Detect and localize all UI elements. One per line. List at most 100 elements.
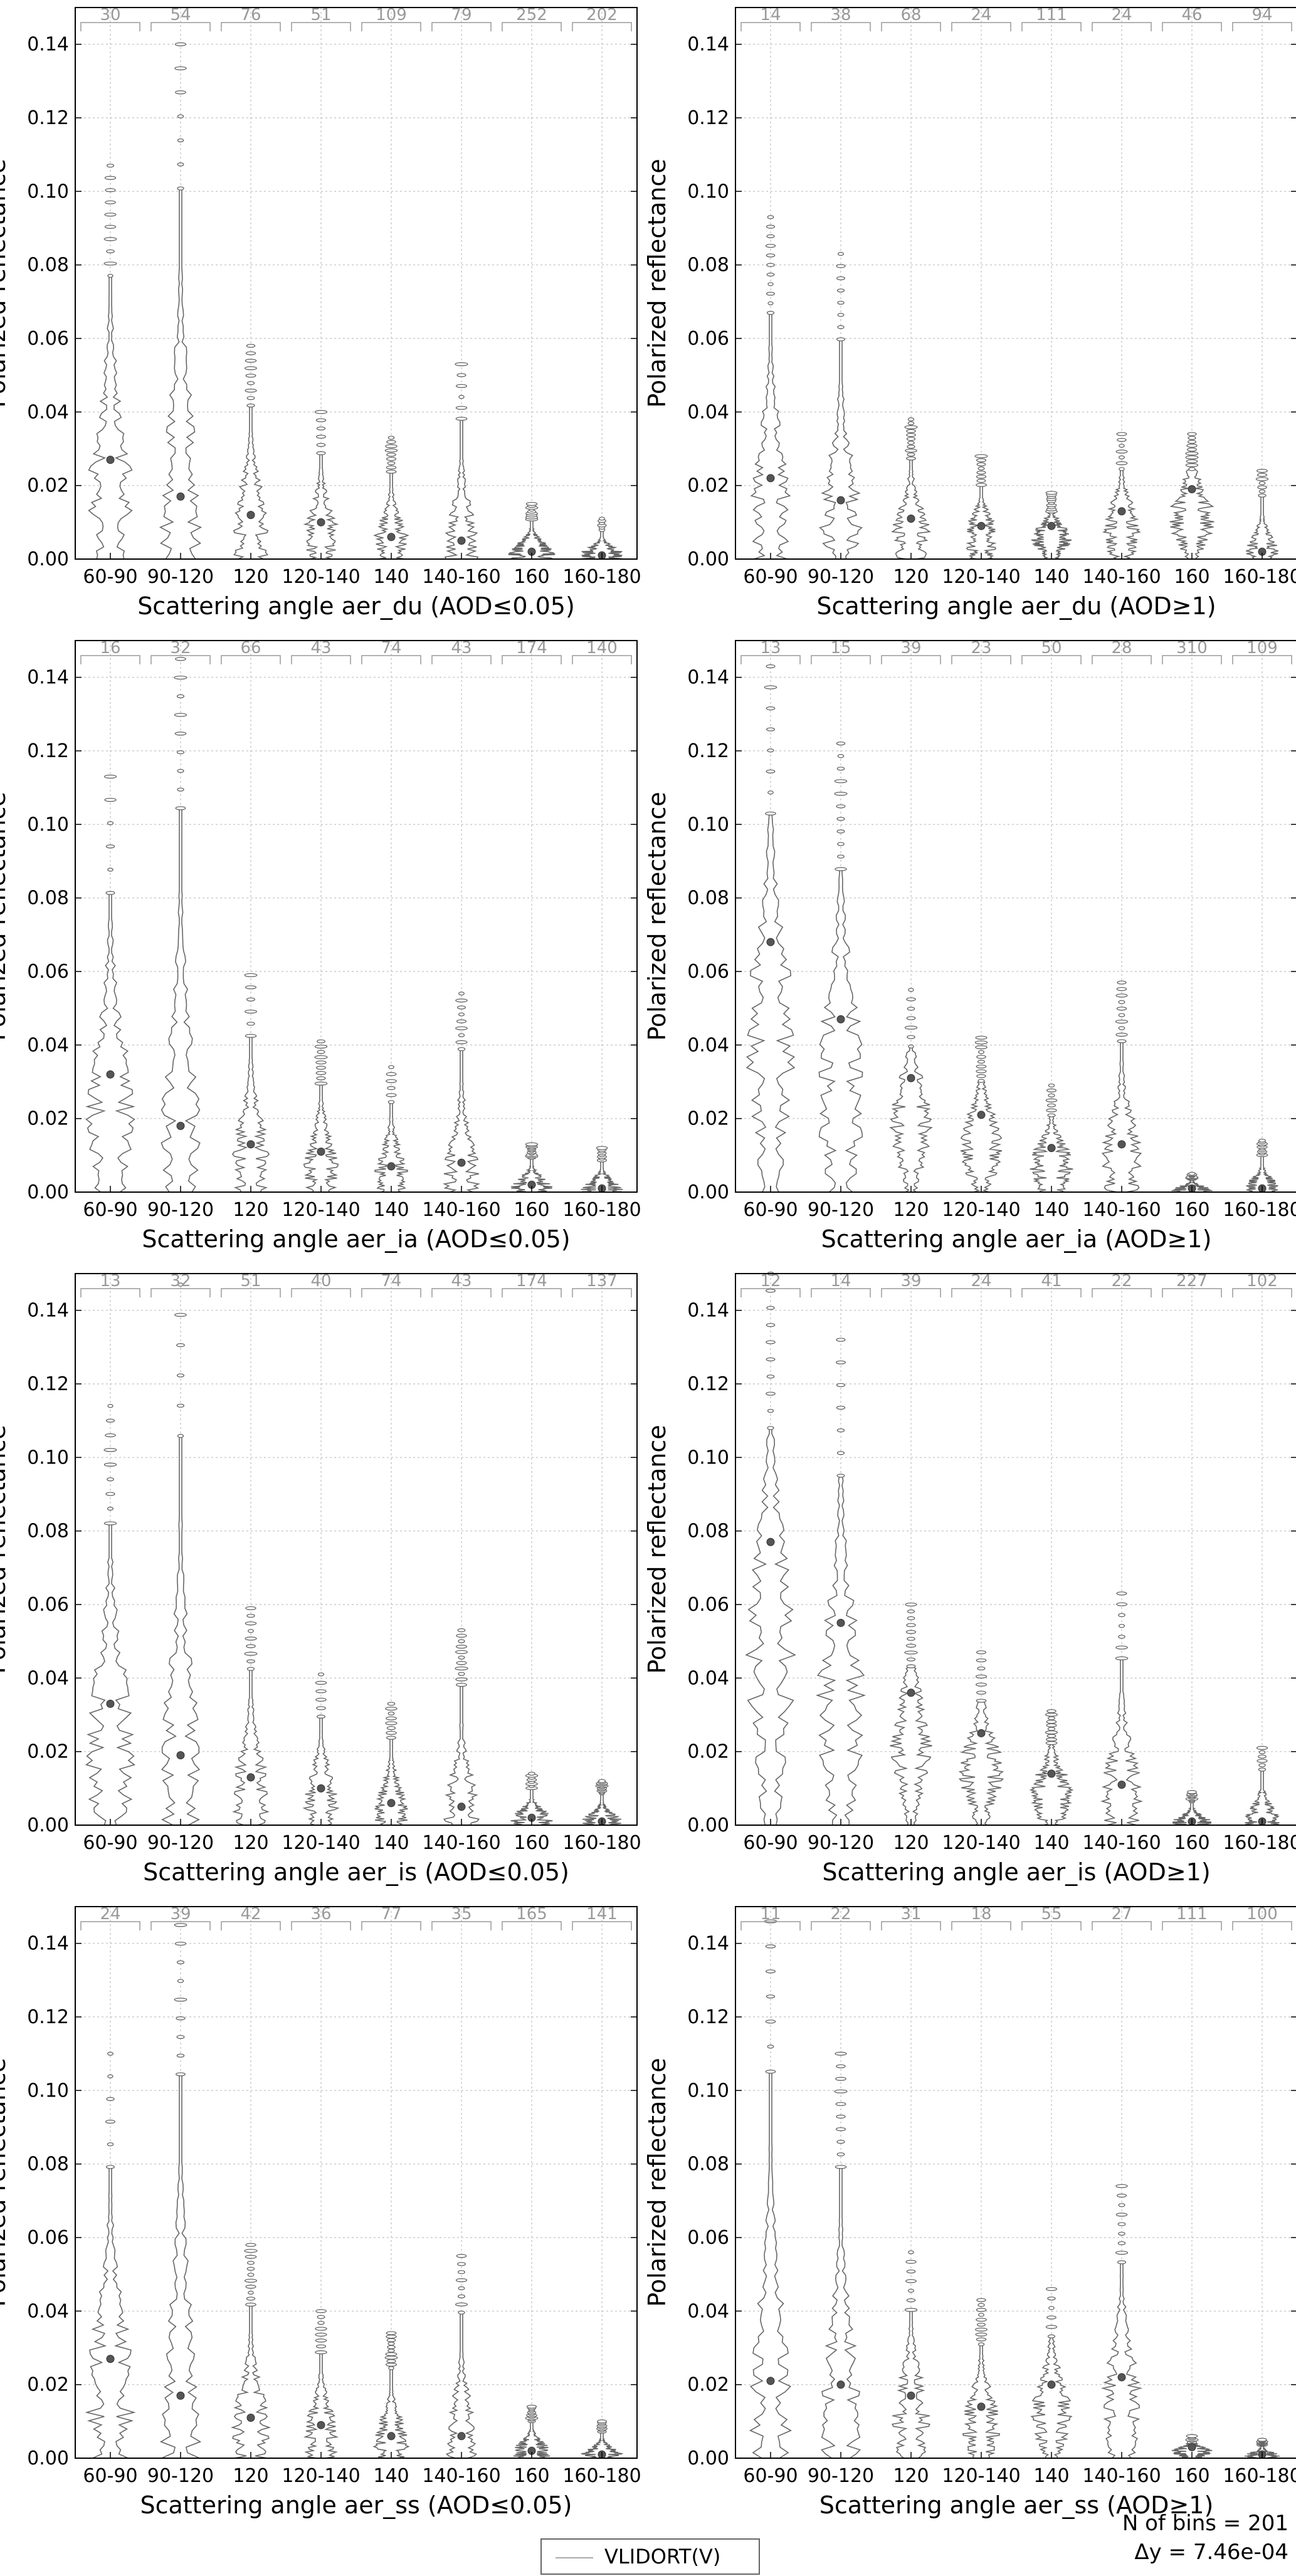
violin-outlier: [1046, 1723, 1057, 1727]
violin-outlier: [908, 2250, 914, 2254]
count-bracket: [361, 22, 421, 31]
violin-outlier: [246, 1644, 256, 1648]
y-tick-label: 0.14: [27, 667, 69, 689]
violin-outlier: [386, 469, 397, 474]
y-tick-label: 0.04: [687, 2300, 729, 2322]
count-bracket: [502, 22, 562, 31]
y-tick-label: 0.10: [687, 181, 729, 202]
violin-outlier: [316, 451, 326, 456]
violin-60-90: [85, 2166, 136, 2459]
sample-count-label: 13: [760, 639, 781, 657]
violin-outlier: [905, 448, 917, 453]
violin-outlier: [977, 1666, 986, 1671]
violin-outlier: [1258, 489, 1266, 494]
violin-outlier: [386, 1072, 397, 1076]
violin-140: [372, 2367, 410, 2459]
violin-outlier: [386, 453, 396, 457]
violin-outlier: [836, 276, 846, 281]
mean-marker: [317, 1784, 325, 1793]
violin-outlier: [765, 1944, 776, 1949]
violin-outlier: [525, 501, 538, 506]
violin-outlier: [315, 1689, 327, 1694]
violin-outlier: [316, 1065, 326, 1070]
sample-count-label: 79: [451, 6, 472, 24]
violin-outlier: [1257, 485, 1267, 490]
count-bracket: [1162, 655, 1222, 664]
violin-outlier: [107, 1404, 113, 1408]
violin-outlier: [766, 224, 776, 229]
violin-outlier: [246, 1667, 255, 1671]
violin-outlier: [976, 2337, 987, 2342]
violin-outlier: [103, 1448, 117, 1452]
violin-outlier: [1047, 2296, 1056, 2301]
violin-outlier: [315, 418, 327, 422]
violin-outlier: [244, 973, 258, 978]
violin-outlier: [103, 1521, 117, 1526]
violin-140: [1030, 2335, 1073, 2459]
violin-outlier: [1188, 439, 1196, 444]
y-tick-label: 0.12: [687, 2006, 729, 2028]
mean-marker: [246, 1773, 255, 1782]
violin-outlier: [315, 2344, 327, 2348]
y-axis-label: Polarized reflectance: [643, 159, 671, 407]
sample-count-label: 109: [1246, 639, 1278, 657]
sample-count-label: 77: [381, 1905, 401, 1924]
violin-outlier: [107, 1477, 114, 1482]
sample-count-label: 100: [1246, 1905, 1278, 1924]
violin-outlier: [1046, 1734, 1056, 1738]
violin-outlier: [1047, 1727, 1056, 1731]
violin-outlier: [457, 2262, 466, 2266]
violin-outlier: [177, 138, 184, 143]
x-tick-label: 160: [1174, 1199, 1209, 1221]
violin-outlier: [526, 2404, 537, 2409]
violin-outlier: [906, 456, 916, 461]
sample-count-label: 51: [240, 1272, 261, 1291]
violin-outlier: [767, 1426, 774, 1430]
x-tick-label: 60-90: [83, 1199, 137, 1221]
violin-outlier: [457, 2270, 466, 2275]
violin-outlier: [836, 767, 845, 771]
violin-60-90: [85, 892, 135, 1193]
sample-count-label: 11: [760, 1905, 781, 1924]
violin-outlier: [177, 186, 184, 191]
violin-outlier: [1116, 987, 1127, 992]
sample-count-label: 43: [451, 639, 472, 657]
violin-outlier: [836, 1383, 846, 1388]
mean-marker: [836, 496, 845, 505]
violin-outlier: [458, 992, 465, 996]
violin-outlier: [837, 842, 845, 846]
violin-outlier: [316, 1706, 326, 1710]
sample-count-label: 39: [900, 1272, 921, 1291]
mean-marker: [836, 1015, 845, 1024]
violin-outlier: [907, 1616, 915, 1621]
violin-outlier: [245, 2285, 256, 2289]
violin-outlier: [1258, 1763, 1266, 1767]
violin-outlier: [107, 867, 113, 872]
violin-outlier: [107, 2074, 113, 2078]
violin-outlier: [836, 804, 846, 809]
violin-outlier: [386, 457, 397, 461]
violin-outlier: [765, 811, 776, 816]
y-tick-label: 0.14: [27, 34, 69, 56]
violin-outlier: [316, 1076, 326, 1081]
violin-outlier: [386, 2359, 396, 2364]
mean-marker: [246, 2413, 255, 2422]
y-axis-label: Polarized reflectance: [0, 159, 11, 407]
violin-outlier: [245, 1606, 256, 1611]
panel-6: 12 60-90 14 90-120 39 120 24 120-140 41 140 22 140-…: [643, 1271, 1296, 1886]
y-tick-label: 0.00: [27, 2448, 69, 2469]
count-bracket: [1092, 1288, 1152, 1297]
violin-outlier: [246, 381, 255, 385]
sample-count-label: 24: [971, 6, 991, 24]
violin-outlier: [598, 1779, 606, 1783]
violin-outlier: [907, 444, 915, 449]
count-bracket: [502, 1288, 562, 1297]
violin-outlier: [1117, 437, 1127, 442]
mean-marker: [977, 1729, 986, 1737]
x-tick-label: 120: [233, 566, 268, 588]
violin-outlier: [458, 1672, 465, 1676]
violin-outlier: [1046, 1088, 1057, 1092]
violin-outlier: [976, 462, 986, 467]
violin-90-120: [818, 868, 863, 1193]
violin-outlier: [904, 2308, 918, 2312]
